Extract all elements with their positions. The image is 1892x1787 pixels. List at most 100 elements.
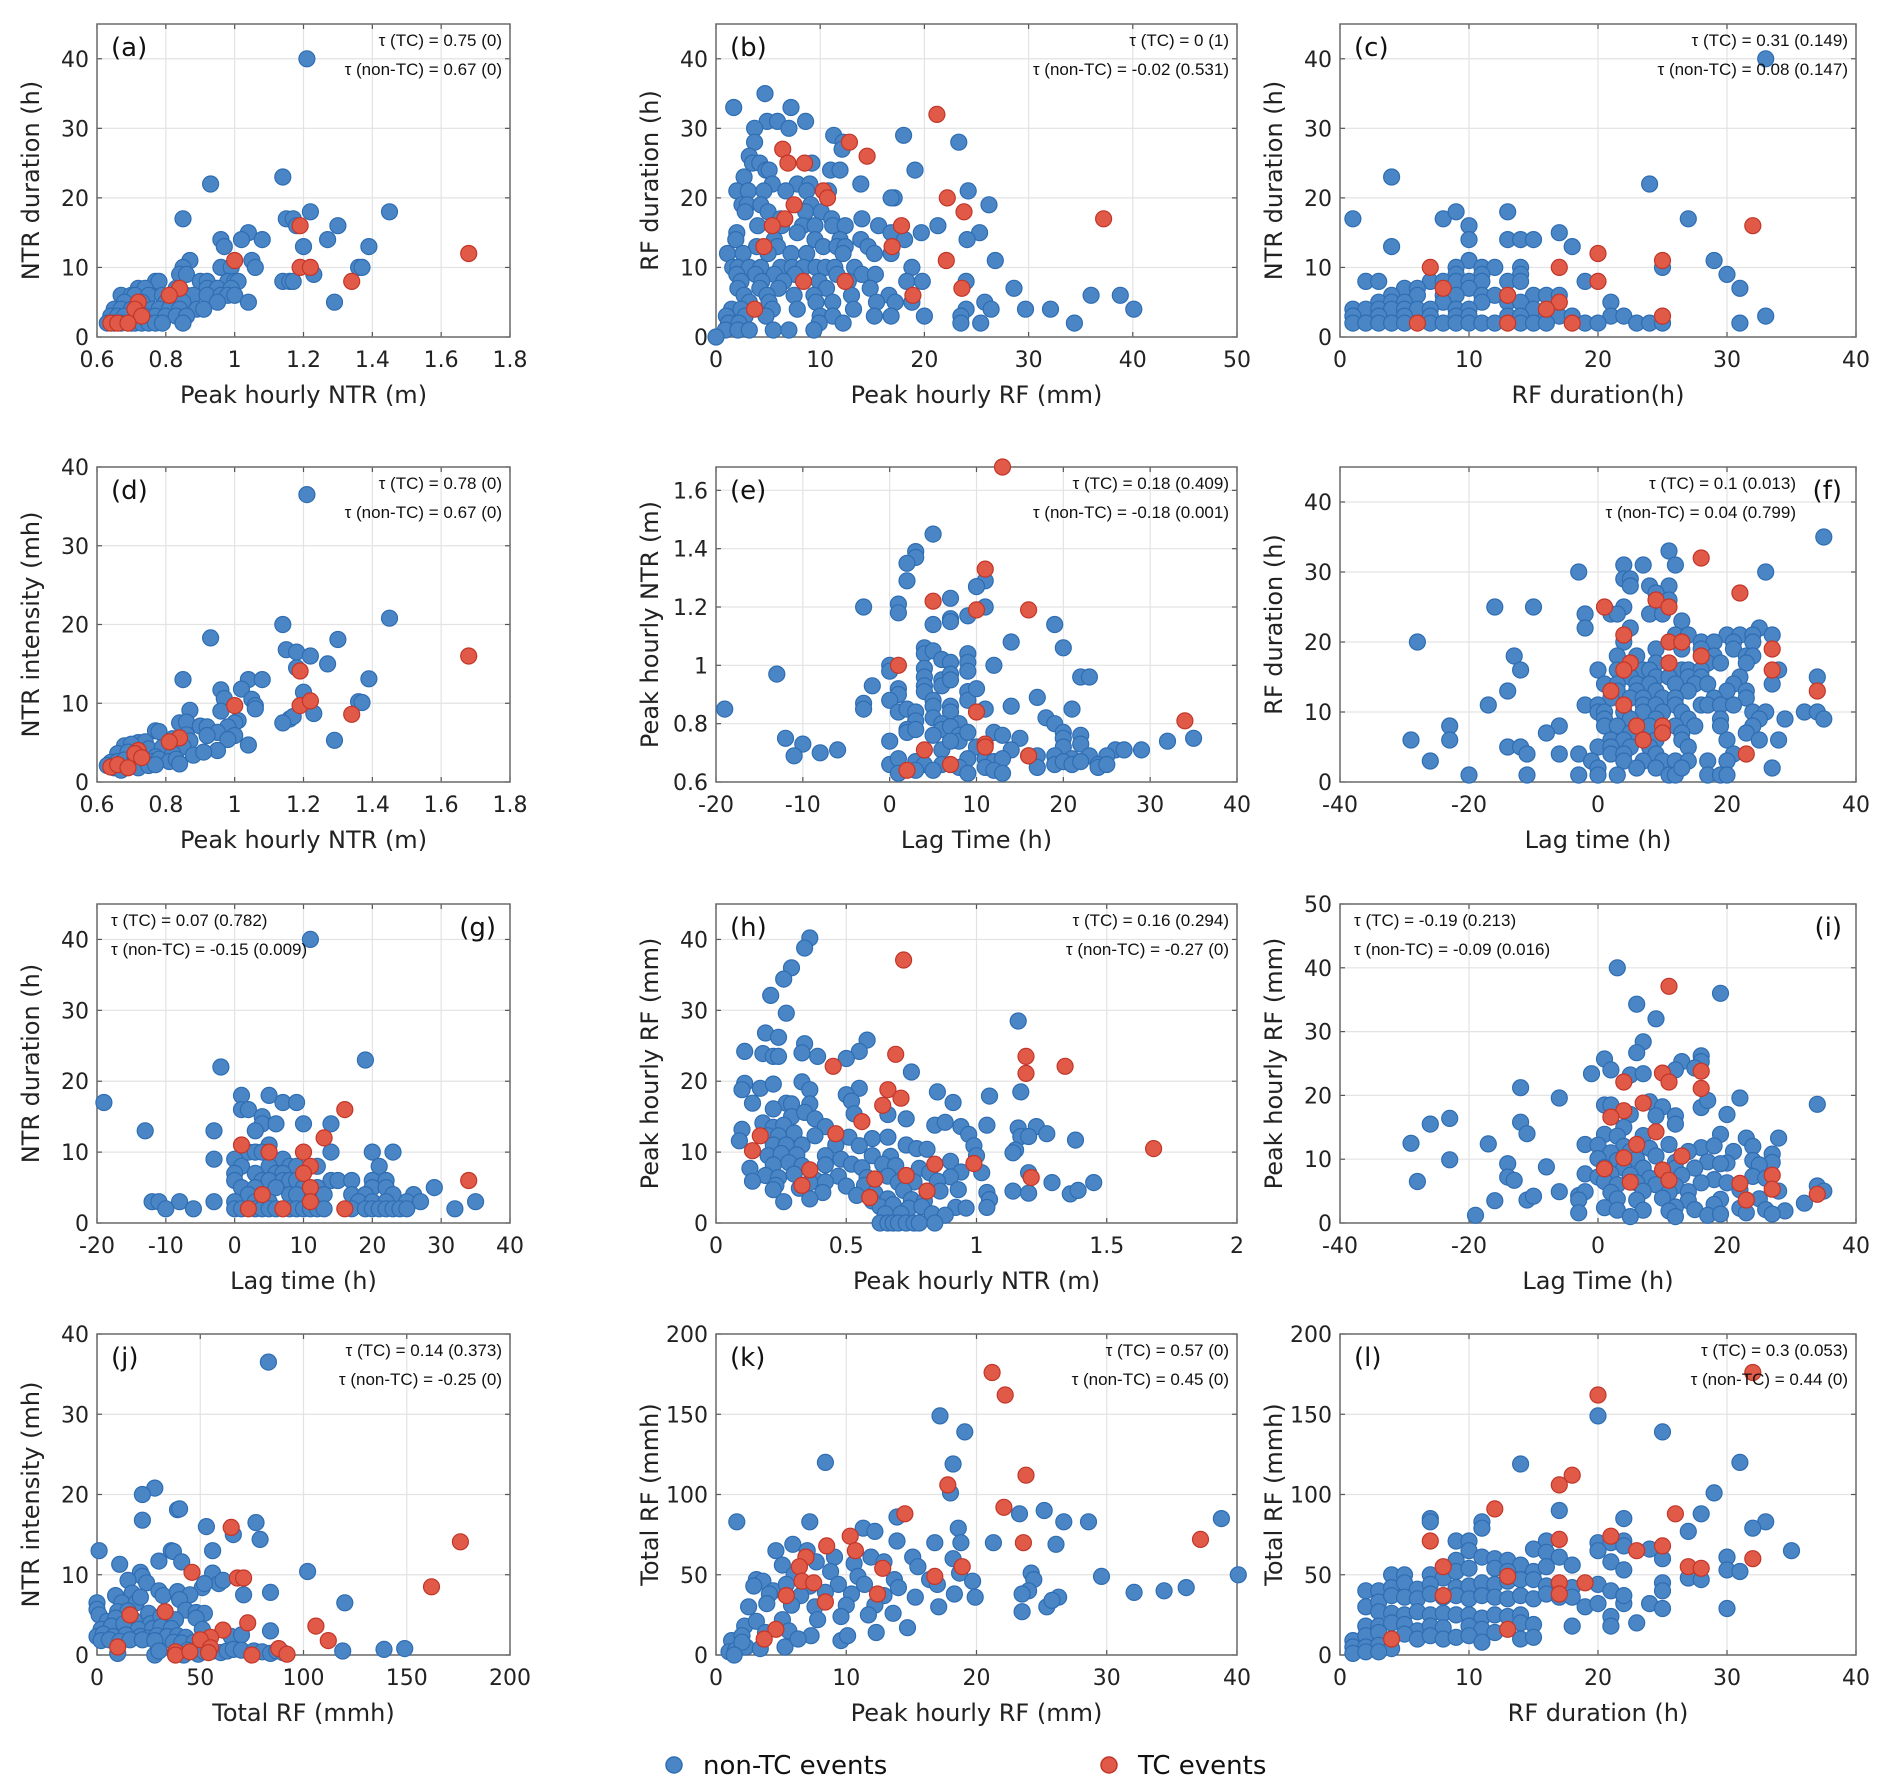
- data-point-tc: [336, 1200, 354, 1218]
- data-point-non-tc: [1550, 745, 1568, 763]
- x-axis-label: RF duration (h): [1508, 1699, 1689, 1727]
- data-point-non-tc: [150, 1642, 168, 1660]
- data-point-non-tc: [898, 1619, 917, 1637]
- kendall-tau-annotation: τ (non-TC) = -0.15 (0.009): [111, 940, 307, 959]
- data-point-non-tc: [1080, 668, 1099, 686]
- data-point-non-tc: [928, 1083, 947, 1101]
- data-point-tc: [1621, 1173, 1639, 1191]
- data-point-non-tc: [1769, 1129, 1788, 1147]
- scatter-panel-c: 0 10 20 30 40 0 10 20 30 40 (c) τ (TC) = 0.31 (0.14…: [1260, 23, 1870, 409]
- kendall-tau-annotation: τ (TC) = 0.1 (0.013): [1649, 474, 1796, 493]
- y-tick-label: 100: [1290, 1484, 1332, 1509]
- data-point-non-tc: [214, 1571, 232, 1590]
- data-point-non-tc: [924, 761, 942, 779]
- y-tick-label: 10: [680, 256, 708, 281]
- y-axis-label: Total RF (mmh): [636, 1403, 664, 1586]
- data-point-non-tc: [1757, 50, 1775, 68]
- data-point-non-tc: [153, 314, 171, 332]
- data-point-tc: [1550, 258, 1568, 276]
- data-point-non-tc: [1737, 724, 1755, 742]
- series-tc: [1382, 1363, 1762, 1648]
- y-tick-label: 20: [61, 1484, 89, 1509]
- data-point-tc: [422, 1578, 441, 1596]
- y-tick-label: 1: [694, 654, 708, 679]
- data-point-tc: [785, 196, 803, 214]
- data-point-tc: [1737, 745, 1755, 763]
- data-point-non-tc: [1505, 1171, 1523, 1189]
- y-tick-label: 20: [61, 187, 89, 212]
- x-tick-label: 10: [1455, 348, 1483, 373]
- data-point-tc: [1176, 712, 1194, 730]
- data-point-non-tc: [1744, 1519, 1762, 1537]
- data-point-non-tc: [1132, 741, 1151, 759]
- data-point-non-tc: [758, 1594, 776, 1613]
- x-axis-label: Total RF (mmh): [211, 1699, 394, 1727]
- data-point-non-tc: [1537, 1558, 1556, 1576]
- data-point-non-tc: [446, 1200, 464, 1218]
- data-point-tc: [818, 189, 837, 207]
- data-point-non-tc: [1731, 1453, 1749, 1472]
- scatter-panel-f: -40 -20 0 20 40 0 10 20 30 40 (f) τ (TC) = 0.1 (0.0…: [1260, 466, 1870, 854]
- data-point-non-tc: [173, 1553, 191, 1571]
- data-point-non-tc: [384, 1143, 402, 1161]
- data-point-non-tc: [980, 1087, 999, 1105]
- x-tick-label: 20: [1713, 793, 1741, 818]
- data-point-non-tc: [1763, 1205, 1781, 1223]
- data-point-non-tc: [764, 1100, 782, 1118]
- data-point-tc: [763, 217, 781, 235]
- data-point-tc: [1628, 717, 1646, 735]
- data-point-non-tc: [195, 1574, 213, 1593]
- data-point-non-tc: [1718, 265, 1736, 283]
- data-point-tc: [1499, 286, 1517, 304]
- series-tc: [743, 951, 1163, 1207]
- data-point-non-tc: [785, 747, 803, 765]
- data-point-non-tc: [736, 203, 754, 221]
- data-point-tc: [232, 1136, 251, 1154]
- data-point-tc: [898, 761, 916, 779]
- data-point-non-tc: [1421, 752, 1439, 770]
- y-tick-label: 0.8: [673, 713, 708, 738]
- data-point-non-tc: [301, 930, 319, 949]
- data-point-non-tc: [1769, 731, 1788, 749]
- data-point-non-tc: [260, 1086, 278, 1105]
- data-point-non-tc: [743, 1094, 762, 1112]
- data-point-non-tc: [832, 1607, 850, 1626]
- data-point-non-tc: [1757, 563, 1775, 581]
- data-point-non-tc: [957, 1199, 975, 1217]
- data-point-non-tc: [1570, 563, 1588, 581]
- data-point-tc: [861, 1188, 879, 1207]
- x-tick-label: 30: [427, 1234, 455, 1259]
- data-point-tc: [1537, 300, 1556, 318]
- data-point-tc: [805, 1574, 823, 1592]
- data-point-non-tc: [1550, 1183, 1568, 1201]
- data-point-non-tc: [133, 1511, 151, 1529]
- y-axis-label: RF duration (h): [636, 90, 664, 271]
- data-point-non-tc: [1589, 661, 1607, 679]
- y-tick-label: 40: [1304, 957, 1332, 982]
- data-point-non-tc: [1673, 759, 1691, 777]
- x-tick-label: 10: [290, 1234, 318, 1259]
- data-point-tc: [278, 1645, 296, 1663]
- data-point-non-tc: [1589, 1407, 1607, 1425]
- data-point-tc: [779, 154, 797, 172]
- data-point-non-tc: [1757, 307, 1775, 325]
- data-point-tc: [996, 1386, 1014, 1404]
- data-point-tc: [1408, 314, 1427, 332]
- data-point-tc: [993, 458, 1012, 476]
- figure-legend: non-TC events TC events: [665, 1751, 1266, 1781]
- data-point-non-tc: [780, 119, 798, 137]
- data-point-non-tc: [1479, 696, 1497, 714]
- kendall-tau-annotation: τ (non-TC) = 0.44 (0): [1691, 1370, 1848, 1389]
- x-tick-label: 0: [709, 348, 723, 373]
- data-point-tc: [1692, 647, 1710, 665]
- data-point-non-tc: [884, 1604, 902, 1622]
- data-point-tc: [983, 1363, 1001, 1382]
- data-point-non-tc: [1634, 556, 1652, 574]
- data-point-non-tc: [396, 1639, 414, 1658]
- data-point-non-tc: [785, 1124, 803, 1142]
- data-point-non-tc: [1563, 238, 1581, 256]
- data-point-non-tc: [801, 1081, 819, 1099]
- data-point-non-tc: [816, 1453, 835, 1472]
- data-point-non-tc: [298, 50, 316, 68]
- data-point-non-tc: [1711, 717, 1730, 735]
